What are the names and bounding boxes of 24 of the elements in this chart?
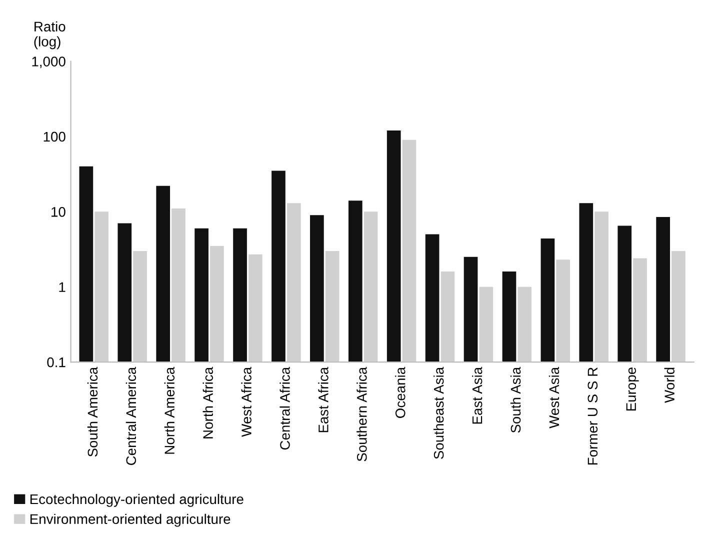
x-tick-label: North America bbox=[164, 366, 175, 454]
x-tick-label: Southeast Asia bbox=[434, 366, 444, 459]
x-tick-label: South Asia bbox=[510, 366, 521, 433]
y-tick-label: 1 bbox=[59, 282, 66, 292]
y-tick-label: 100 bbox=[44, 132, 66, 142]
x-tick-label: South America bbox=[87, 366, 98, 457]
y-tick-label: 0.1 bbox=[47, 357, 66, 368]
x-tick-label: East Africa bbox=[318, 366, 328, 432]
x-tick-label: Central America bbox=[126, 366, 136, 466]
x-tick-label: Southern Africa bbox=[356, 366, 367, 462]
y-tick-label: 1,000 bbox=[32, 56, 66, 68]
legend-label: Ecotechnology-oriented agriculture bbox=[30, 494, 244, 507]
y-tick-label: 10 bbox=[52, 206, 66, 217]
x-tick-label: Europe bbox=[626, 368, 639, 411]
x-tick-label: West Asia bbox=[548, 366, 560, 428]
x-tick-label: Central Africa bbox=[280, 366, 290, 450]
x-tick-label: Former U S S R bbox=[588, 368, 598, 465]
y-axis-title: Ratio (log) bbox=[34, 21, 66, 50]
x-tick-label: World bbox=[664, 368, 674, 403]
x-tick-label: North Africa bbox=[202, 366, 213, 438]
x-tick-label: West Africa bbox=[241, 366, 252, 437]
x-tick-label: East Asia bbox=[472, 366, 482, 424]
legend-label: Environment-oriented agriculture bbox=[30, 514, 230, 527]
x-tick-label: Oceania bbox=[395, 366, 406, 418]
